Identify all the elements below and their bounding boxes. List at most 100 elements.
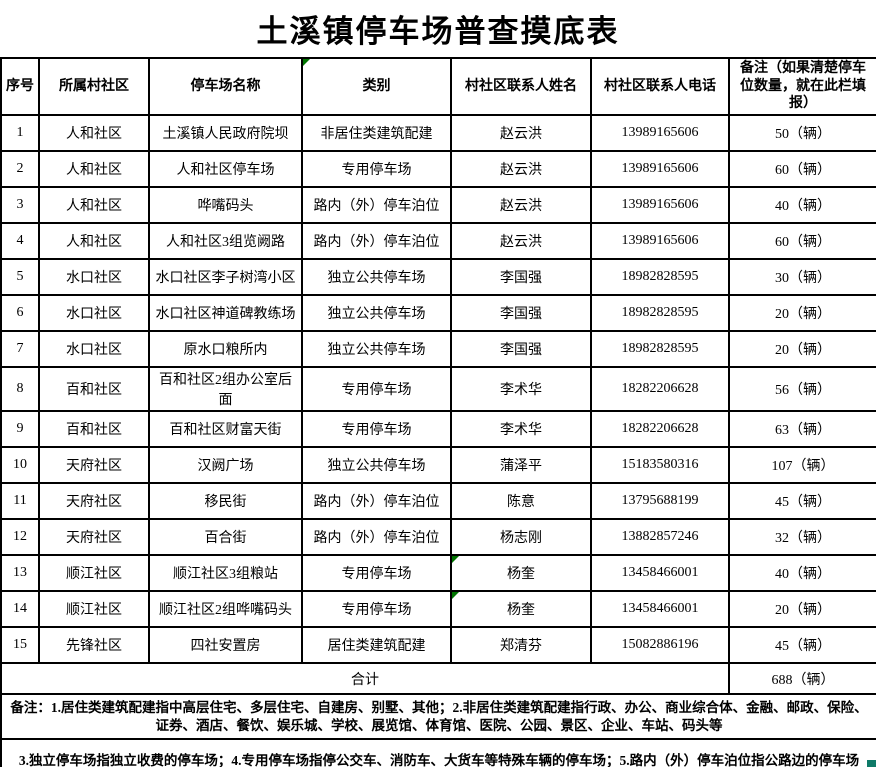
cell-contact-phone[interactable]: 13795688199 (590, 482, 730, 520)
cell-no[interactable]: 5 (0, 258, 40, 296)
cell-no[interactable]: 8 (0, 366, 40, 412)
cell-parking-name[interactable]: 人和社区3组览阙路 (148, 222, 303, 260)
cell-contact-name[interactable]: 赵云洪 (450, 222, 592, 260)
cell-community[interactable]: 水口社区 (38, 330, 150, 368)
cell-no[interactable]: 12 (0, 518, 40, 556)
cell-parking-name[interactable]: 百和社区财富天街 (148, 410, 303, 448)
cell-community[interactable]: 天府社区 (38, 482, 150, 520)
cell-community[interactable]: 人和社区 (38, 114, 150, 152)
cell-community[interactable]: 水口社区 (38, 258, 150, 296)
cell-parking-name[interactable]: 移民街 (148, 482, 303, 520)
cell-no[interactable]: 11 (0, 482, 40, 520)
cell-contact-phone[interactable]: 13882857246 (590, 518, 730, 556)
header-contact-name[interactable]: 村社区联系人姓名 (450, 57, 592, 116)
cell-remark[interactable]: 32（辆） (728, 518, 876, 556)
cell-contact-phone[interactable]: 18982828595 (590, 294, 730, 332)
cell-parking-name[interactable]: 水口社区神道碑教练场 (148, 294, 303, 332)
header-parking-name[interactable]: 停车场名称 (148, 57, 303, 116)
cell-parking-name[interactable]: 百和社区2组办公室后面 (148, 366, 303, 412)
cell-contact-phone[interactable]: 15183580316 (590, 446, 730, 484)
cell-contact-phone[interactable]: 18282206628 (590, 366, 730, 412)
cell-contact-name[interactable]: 赵云洪 (450, 114, 592, 152)
cell-remark[interactable]: 20（辆） (728, 590, 876, 628)
total-label-cell[interactable]: 合计 (0, 662, 730, 695)
cell-no[interactable]: 3 (0, 186, 40, 224)
cell-parking-name[interactable]: 哗嘴码头 (148, 186, 303, 224)
cell-remark[interactable]: 60（辆） (728, 222, 876, 260)
cell-contact-phone[interactable]: 18982828595 (590, 330, 730, 368)
cell-contact-name[interactable]: 蒲泽平 (450, 446, 592, 484)
cell-contact-phone[interactable]: 13989165606 (590, 222, 730, 260)
cell-parking-name[interactable]: 汉阙广场 (148, 446, 303, 484)
cell-contact-name[interactable]: 赵云洪 (450, 150, 592, 188)
cell-contact-phone[interactable]: 18282206628 (590, 410, 730, 448)
cell-remark[interactable]: 107（辆） (728, 446, 876, 484)
cell-category[interactable]: 独立公共停车场 (301, 330, 452, 368)
cell-no[interactable]: 4 (0, 222, 40, 260)
cell-contact-name[interactable]: 李术华 (450, 410, 592, 448)
cell-no[interactable]: 14 (0, 590, 40, 628)
cell-parking-name[interactable]: 原水口粮所内 (148, 330, 303, 368)
cell-community[interactable]: 人和社区 (38, 186, 150, 224)
cell-community[interactable]: 人和社区 (38, 150, 150, 188)
cell-community[interactable]: 先锋社区 (38, 626, 150, 664)
cell-community[interactable]: 顺江社区 (38, 590, 150, 628)
cell-parking-name[interactable]: 顺江社区3组粮站 (148, 554, 303, 592)
cell-contact-name[interactable]: 赵云洪 (450, 186, 592, 224)
cell-contact-phone[interactable]: 15082886196 (590, 626, 730, 664)
cell-category[interactable]: 路内（外）停车泊位 (301, 518, 452, 556)
cell-category[interactable]: 独立公共停车场 (301, 446, 452, 484)
cell-contact-phone[interactable]: 18982828595 (590, 258, 730, 296)
cell-contact-name[interactable]: 李术华 (450, 366, 592, 412)
cell-contact-name[interactable]: 李国强 (450, 258, 592, 296)
cell-parking-name[interactable]: 人和社区停车场 (148, 150, 303, 188)
cell-contact-name[interactable]: 杨奎 (450, 554, 592, 592)
cell-no[interactable]: 7 (0, 330, 40, 368)
cell-remark[interactable]: 40（辆） (728, 554, 876, 592)
cell-parking-name[interactable]: 水口社区李子树湾小区 (148, 258, 303, 296)
cell-remark[interactable]: 50（辆） (728, 114, 876, 152)
header-community[interactable]: 所属村社区 (38, 57, 150, 116)
cell-contact-name[interactable]: 杨奎 (450, 590, 592, 628)
cell-remark[interactable]: 20（辆） (728, 330, 876, 368)
cell-contact-phone[interactable]: 13989165606 (590, 186, 730, 224)
cell-contact-name[interactable]: 陈意 (450, 482, 592, 520)
cell-remark[interactable]: 63（辆） (728, 410, 876, 448)
notes-block-2[interactable]: 3.独立停车场指独立收费的停车场；4.专用停车场指停公交车、消防车、大货车等特殊… (0, 738, 876, 767)
cell-contact-phone[interactable]: 13458466001 (590, 590, 730, 628)
cell-remark[interactable]: 56（辆） (728, 366, 876, 412)
cell-category[interactable]: 专用停车场 (301, 150, 452, 188)
cell-category[interactable]: 非居住类建筑配建 (301, 114, 452, 152)
cell-remark[interactable]: 40（辆） (728, 186, 876, 224)
cell-no[interactable]: 10 (0, 446, 40, 484)
cell-community[interactable]: 百和社区 (38, 366, 150, 412)
cell-no[interactable]: 2 (0, 150, 40, 188)
cell-contact-phone[interactable]: 13458466001 (590, 554, 730, 592)
cell-category[interactable]: 独立公共停车场 (301, 294, 452, 332)
cell-no[interactable]: 6 (0, 294, 40, 332)
cell-category[interactable]: 独立公共停车场 (301, 258, 452, 296)
cell-remark[interactable]: 30（辆） (728, 258, 876, 296)
header-no[interactable]: 序号 (0, 57, 40, 116)
header-remark[interactable]: 备注（如果清楚停车位数量，就在此栏填报） (728, 57, 876, 116)
cell-community[interactable]: 人和社区 (38, 222, 150, 260)
cell-contact-name[interactable]: 李国强 (450, 294, 592, 332)
cell-remark[interactable]: 45（辆） (728, 626, 876, 664)
cell-no[interactable]: 13 (0, 554, 40, 592)
cell-remark[interactable]: 20（辆） (728, 294, 876, 332)
cell-category[interactable]: 路内（外）停车泊位 (301, 482, 452, 520)
cell-contact-phone[interactable]: 13989165606 (590, 114, 730, 152)
total-value-cell[interactable]: 688（辆） (728, 662, 876, 695)
cell-contact-name[interactable]: 李国强 (450, 330, 592, 368)
cell-category[interactable]: 专用停车场 (301, 590, 452, 628)
cell-remark[interactable]: 45（辆） (728, 482, 876, 520)
cell-category[interactable]: 居住类建筑配建 (301, 626, 452, 664)
cell-category[interactable]: 路内（外）停车泊位 (301, 186, 452, 224)
cell-category[interactable]: 专用停车场 (301, 410, 452, 448)
cell-no[interactable]: 9 (0, 410, 40, 448)
cell-category[interactable]: 路内（外）停车泊位 (301, 222, 452, 260)
cell-community[interactable]: 水口社区 (38, 294, 150, 332)
cell-contact-name[interactable]: 杨志刚 (450, 518, 592, 556)
cell-no[interactable]: 15 (0, 626, 40, 664)
cell-community[interactable]: 百和社区 (38, 410, 150, 448)
